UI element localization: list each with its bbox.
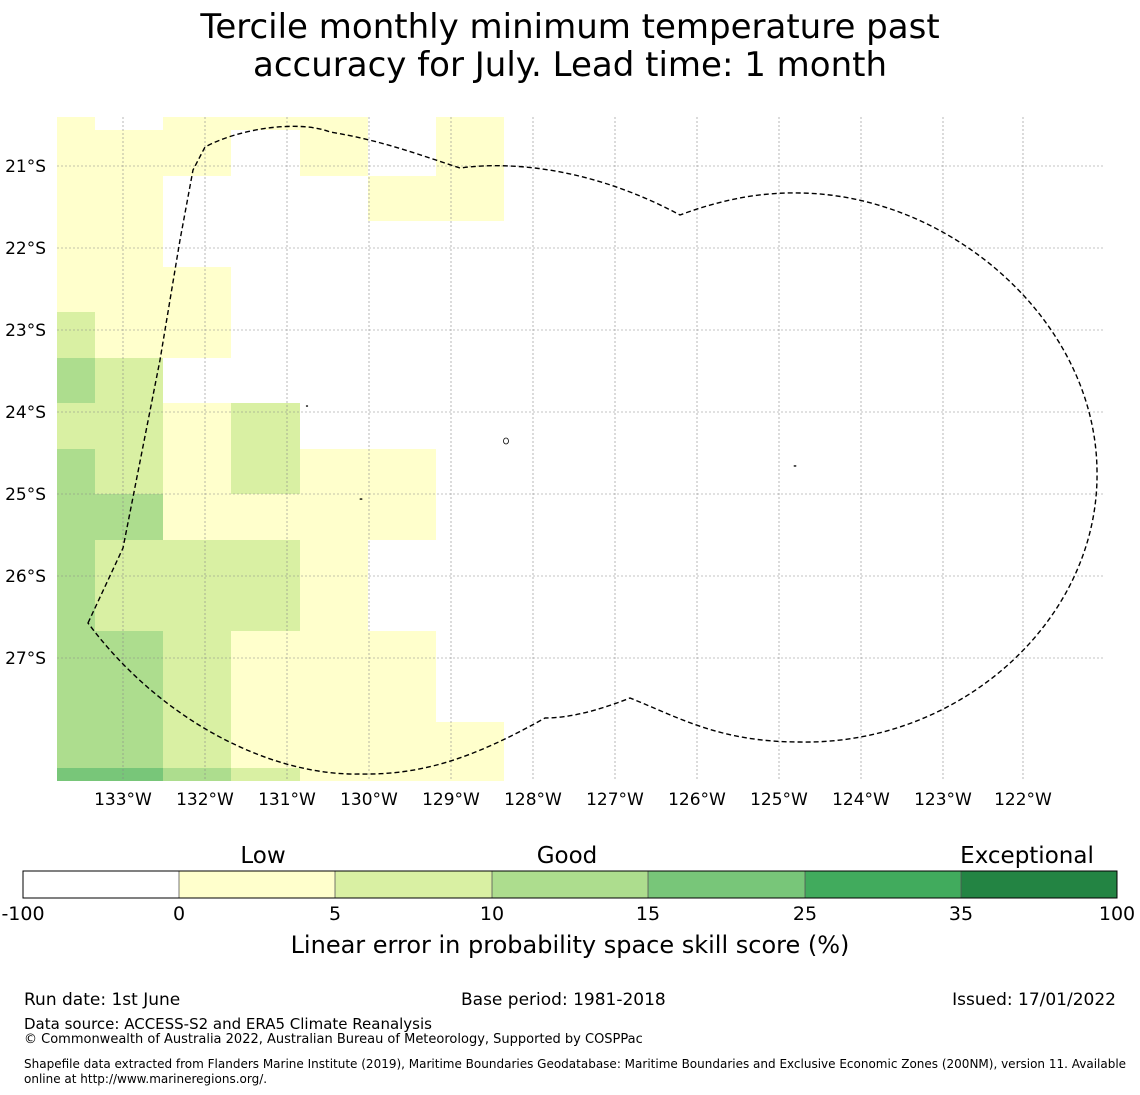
skill-cell: [57, 358, 95, 403]
copyright-notice: © Commonwealth of Australia 2022, Austra…: [24, 1032, 643, 1047]
colorbar-segment: [335, 871, 492, 898]
skill-cell: [163, 117, 231, 176]
skill-cell: [57, 768, 95, 781]
latitude-label: 23°S: [5, 321, 46, 341]
longitude-label: 129°W: [422, 790, 480, 810]
skill-cell: [231, 117, 300, 130]
gridlines: [57, 117, 1105, 781]
skill-cell: [368, 449, 436, 540]
colorbar-segment: [23, 871, 179, 898]
map-title-line-1: Tercile monthly minimum temperature past: [200, 7, 940, 47]
island-marker: [359, 498, 363, 500]
base-period: Base period: 1981-2018: [461, 990, 666, 1010]
skill-cell: [231, 494, 300, 540]
colorbar-category-exceptional: Exceptional: [960, 843, 1094, 869]
skill-cell: [368, 176, 436, 221]
colorbar-dividers: [178, 871, 962, 898]
skill-cells: [57, 117, 504, 781]
map-title-line-2: accuracy for July. Lead time: 1 month: [252, 45, 888, 85]
skill-cell: [436, 722, 504, 781]
colorbar-tick-label: 10: [480, 903, 504, 925]
skill-map: 21°S 22°S 23°S 24°S 25°S 26°S 27°S 133°W…: [5, 117, 1105, 810]
skill-cell: [95, 358, 163, 494]
skill-cell: [163, 540, 231, 768]
colorbar-segment: [805, 871, 961, 898]
longitude-label: 125°W: [750, 790, 808, 810]
colorbar-label: Linear error in probability space skill …: [290, 931, 850, 959]
longitude-label: 126°W: [668, 790, 726, 810]
colorbar-tick-label: 35: [949, 903, 973, 925]
skill-cell: [95, 540, 163, 631]
longitude-label: 127°W: [586, 790, 644, 810]
colorbar-category-low: Low: [240, 843, 286, 869]
skill-cell: [231, 403, 300, 494]
colorbar-tick-label: -100: [1, 903, 44, 925]
colorbar-category-good: Good: [536, 843, 598, 869]
colorbar-tick-labels: -100 0 5 10 15 25 35 100: [1, 903, 1135, 925]
skill-cell: [95, 768, 163, 781]
skill-cell: [95, 130, 163, 358]
skill-cell: [57, 449, 95, 768]
colorbar-tick-label: 25: [793, 903, 817, 925]
longitude-label: 131°W: [258, 790, 316, 810]
colorbar-segment: [179, 871, 335, 898]
island-marker: [503, 437, 509, 445]
skill-cell: [300, 449, 368, 781]
skill-cell: [231, 540, 300, 631]
skill-cell: [231, 768, 300, 781]
colorbar-segment: [648, 871, 805, 898]
skill-cell: [368, 631, 436, 781]
eez-boundary: [87, 125, 1098, 775]
skill-cell: [436, 117, 504, 221]
latitude-label: 25°S: [5, 485, 46, 505]
run-date: Run date: 1st June: [24, 990, 181, 1010]
skill-cell: [57, 117, 95, 312]
longitude-label: 132°W: [176, 790, 234, 810]
latitude-label: 22°S: [5, 239, 46, 259]
skill-cell: [300, 117, 368, 176]
longitude-label: 133°W: [94, 790, 152, 810]
latitude-label: 24°S: [5, 403, 46, 423]
colorbar-frame: [22, 870, 1118, 899]
latitude-labels: 21°S 22°S 23°S 24°S 25°S 26°S 27°S: [5, 157, 46, 669]
colorbar-segment: [492, 871, 648, 898]
skill-cell: [57, 312, 95, 358]
colorbar-tick-label: 15: [636, 903, 660, 925]
latitude-label: 26°S: [5, 567, 46, 587]
islands: [305, 405, 797, 500]
skill-cell: [163, 768, 231, 781]
colorbar: -100 0 5 10 15 25 35 100: [1, 870, 1135, 925]
colorbar-tick-label: 100: [1099, 903, 1135, 925]
longitude-label: 130°W: [340, 790, 398, 810]
data-source: Data source: ACCESS-S2 and ERA5 Climate …: [24, 1015, 432, 1033]
issued-date: Issued: 17/01/2022: [952, 990, 1116, 1010]
colorbar-segment: [961, 871, 1117, 898]
longitude-label: 124°W: [832, 790, 890, 810]
longitude-labels: 133°W 132°W 131°W 130°W 129°W 128°W 127°…: [94, 790, 1052, 810]
island-marker: [793, 465, 797, 467]
skill-cell: [163, 267, 231, 358]
island-marker: [305, 405, 309, 407]
latitude-label: 27°S: [5, 649, 46, 669]
longitude-label: 122°W: [994, 790, 1052, 810]
skill-cell: [231, 631, 300, 768]
longitude-label: 128°W: [504, 790, 562, 810]
latitude-label: 21°S: [5, 157, 46, 177]
shapefile-attribution: Shapefile data extracted from Flanders M…: [24, 1057, 1127, 1086]
longitude-label: 123°W: [914, 790, 972, 810]
skill-cell: [163, 403, 231, 540]
skill-cell: [57, 403, 95, 449]
colorbar-tick-label: 5: [329, 903, 341, 925]
colorbar-tick-label: 0: [173, 903, 185, 925]
skill-cell: [95, 631, 163, 768]
